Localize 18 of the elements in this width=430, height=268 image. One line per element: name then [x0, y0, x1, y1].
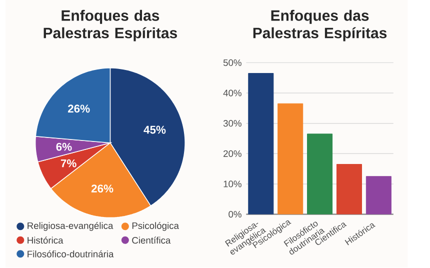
- legend-label: Científica: [132, 236, 171, 244]
- y-tick-label: 40%: [223, 90, 242, 97]
- y-tick-label: 20%: [224, 150, 242, 158]
- data-label: 45%: [144, 126, 166, 134]
- bar: [366, 176, 392, 214]
- bar: [248, 73, 274, 214]
- data-label: 26%: [91, 184, 114, 193]
- data-label: 6%: [56, 143, 72, 151]
- data-label: 26%: [68, 104, 90, 113]
- legend-label: Filosófico-doutrinária: [28, 250, 114, 258]
- chart-title: Enfoques das Palestras Espíritas: [44, 10, 177, 42]
- bar: [307, 134, 333, 214]
- y-tick-label: 30%: [223, 120, 242, 127]
- y-tick-label: 50%: [223, 60, 242, 66]
- y-tick-label: 0%: [228, 211, 242, 218]
- chart-title: Enfoques das Palestras Espíritas: [253, 10, 387, 42]
- data-label: 7%: [60, 160, 76, 168]
- y-tick-label: 10%: [224, 180, 242, 188]
